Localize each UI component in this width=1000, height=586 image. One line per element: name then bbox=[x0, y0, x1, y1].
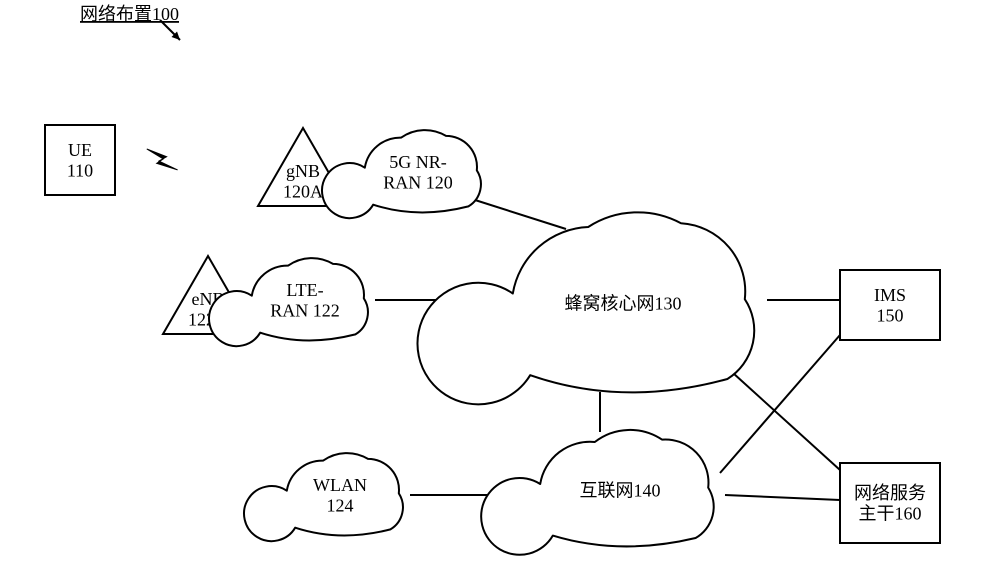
wireless-bolt-icon bbox=[147, 149, 178, 170]
diagram-title: 网络布置100 bbox=[80, 4, 179, 24]
node-ue: UE110 bbox=[45, 125, 115, 195]
svg-text:蜂窝核心网130: 蜂窝核心网130 bbox=[565, 293, 682, 313]
svg-text:网络服务主干160: 网络服务主干160 bbox=[854, 483, 926, 524]
svg-text:互联网140: 互联网140 bbox=[580, 480, 661, 500]
node-backbone: 网络服务主干160 bbox=[840, 463, 940, 543]
edge-internet-backbone bbox=[725, 495, 840, 500]
edge-nr_ran-core bbox=[475, 200, 566, 229]
svg-text:UE110: UE110 bbox=[67, 140, 93, 181]
node-lte_ran: LTE-RAN 122 bbox=[209, 258, 368, 346]
node-core: 蜂窝核心网130 bbox=[417, 212, 754, 404]
node-internet: 互联网140 bbox=[481, 430, 714, 555]
svg-text:5G NR-RAN 120: 5G NR-RAN 120 bbox=[383, 152, 453, 193]
node-nr_ran: 5G NR-RAN 120 bbox=[322, 130, 481, 218]
node-wlan: WLAN124 bbox=[244, 453, 403, 541]
svg-text:IMS150: IMS150 bbox=[874, 285, 906, 326]
edge-core-backbone bbox=[733, 373, 840, 470]
nodes: UE110gNB120AeNB122A5G NR-RAN 120LTE-RAN … bbox=[45, 125, 940, 555]
svg-text:gNB120A: gNB120A bbox=[283, 161, 323, 202]
node-ims: IMS150 bbox=[840, 270, 940, 340]
